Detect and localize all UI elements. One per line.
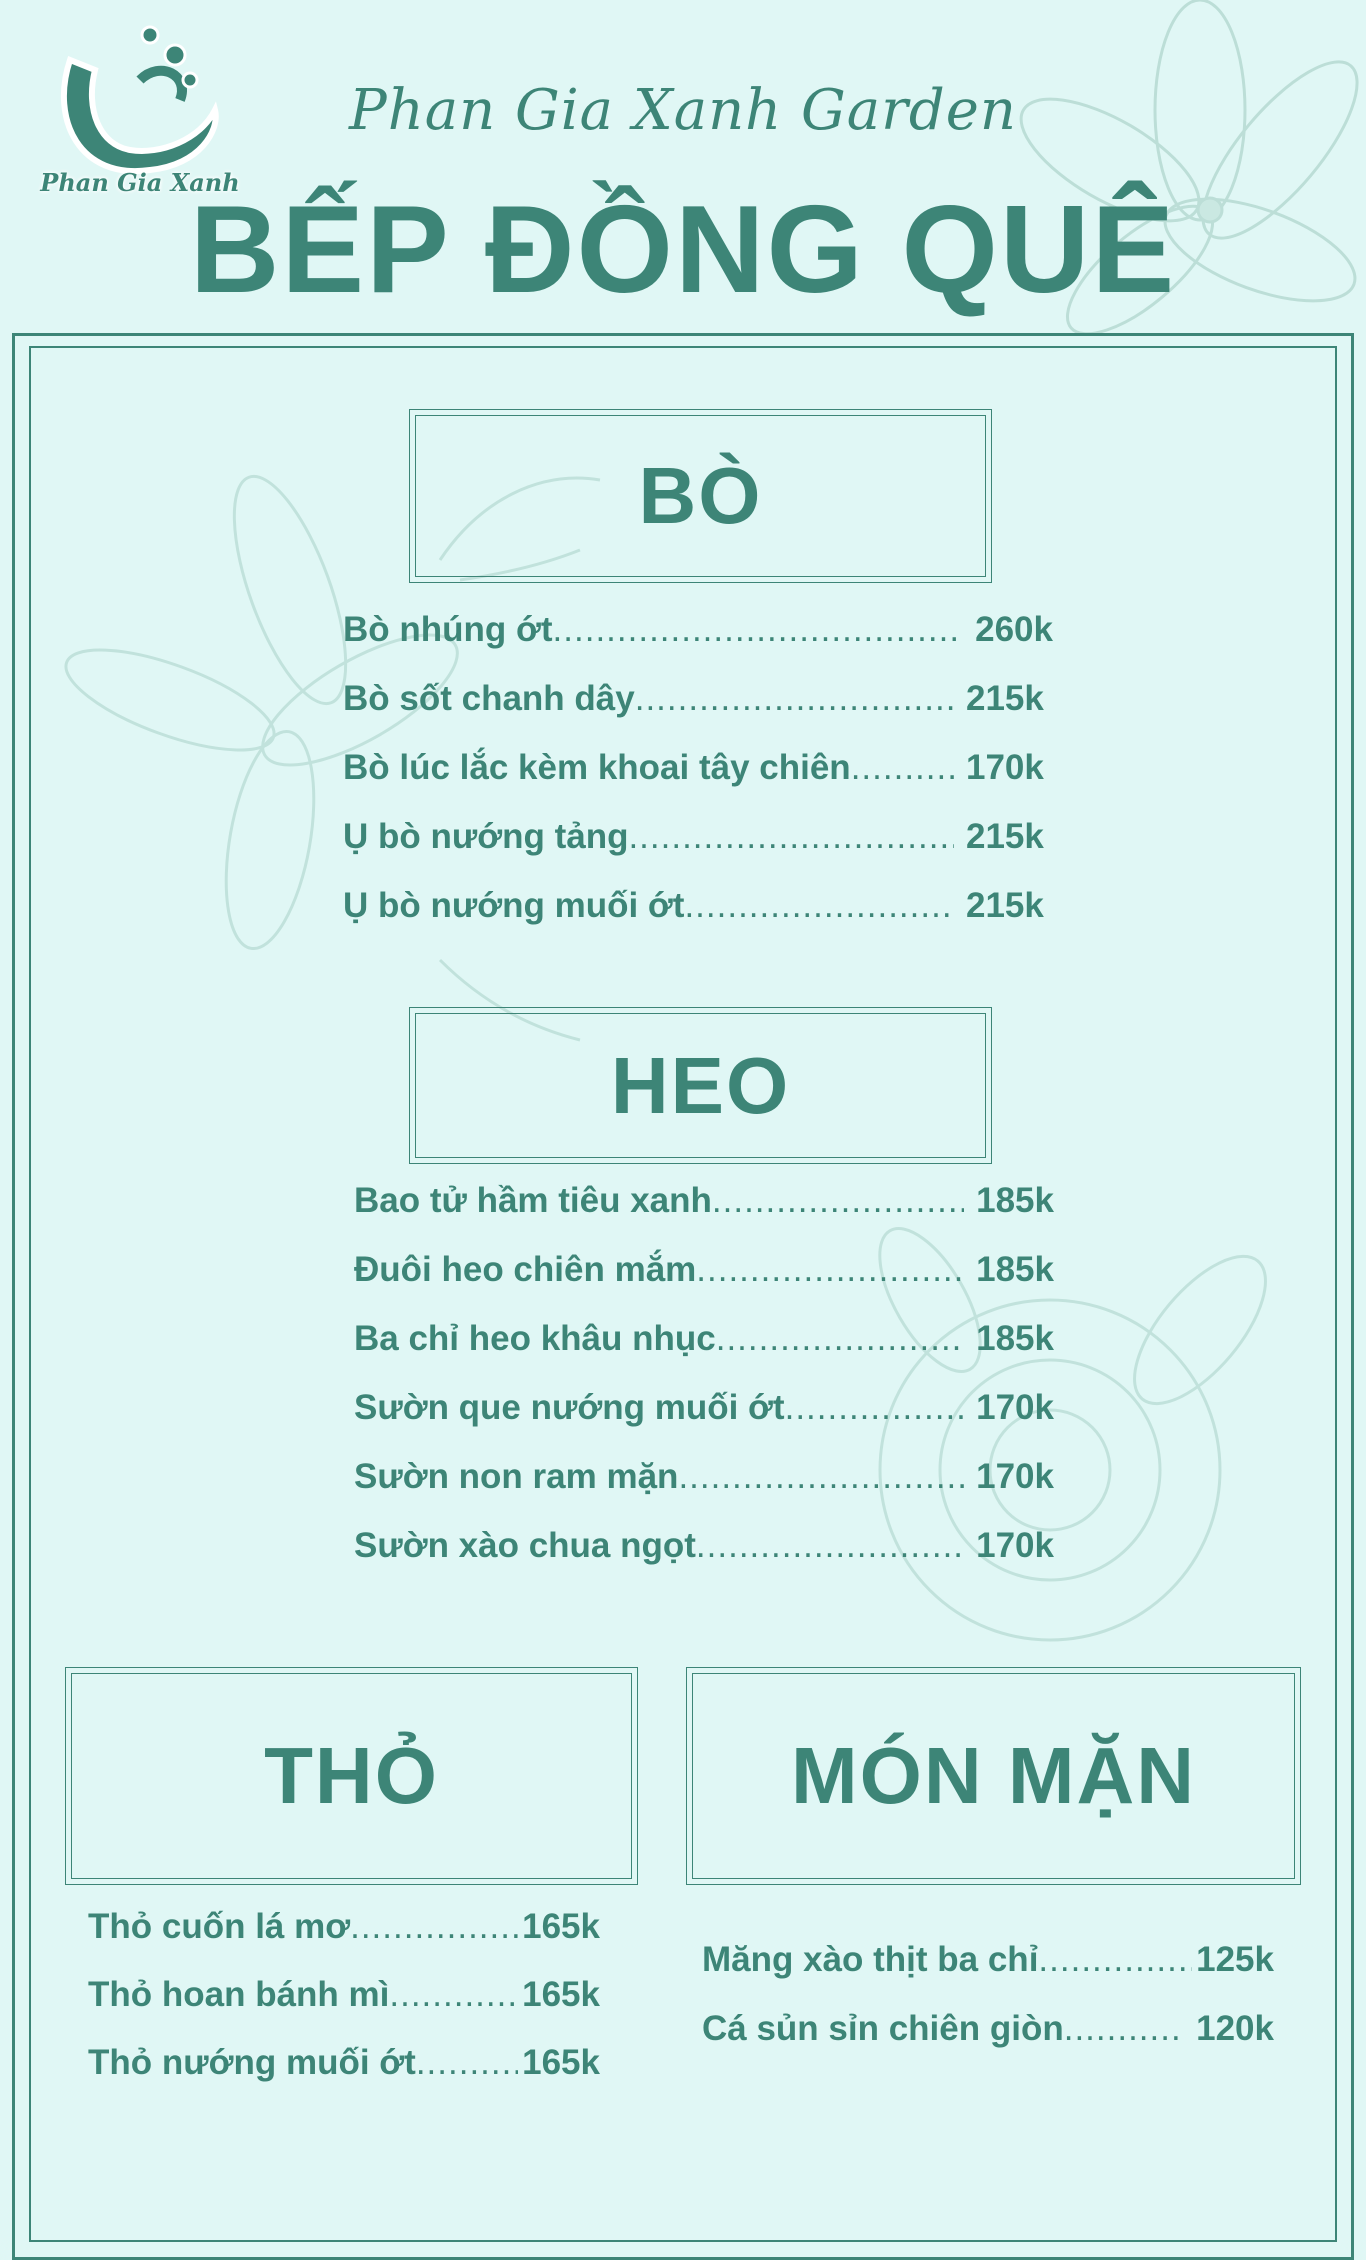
menu-item: Ụ bò nướng muối ớt215k xyxy=(343,886,1053,936)
lily-decoration-icon xyxy=(64,474,601,1042)
section-heading-heo: HEO xyxy=(409,1007,992,1164)
section-heading-mon-man: MÓN MẶN xyxy=(686,1667,1301,1885)
section-heading-bo: BÒ xyxy=(409,409,992,583)
menu-item: Thỏ nướng muối ớt165k xyxy=(88,2043,600,2093)
menu-item: Bao tử hầm tiêu xanh185k xyxy=(354,1181,1054,1231)
flower-decoration-icon xyxy=(1019,0,1359,336)
menu-item: Sườn non ram mặn170k xyxy=(354,1457,1054,1507)
menu-item: Ụ bò nướng tảng215k xyxy=(343,817,1053,867)
menu-item: Ba chỉ heo khâu nhục185k xyxy=(354,1319,1054,1369)
menu-item: Bò lúc lắc kèm khoai tây chiên170k xyxy=(343,748,1053,798)
logo-icon xyxy=(60,25,219,175)
menu-item: Măng xào thịt ba chỉ125k xyxy=(702,1940,1274,1990)
menu-item: Bò nhúng ớt260k xyxy=(343,610,1053,660)
menu-item: Cá sủn sỉn chiên giòn120k xyxy=(702,2009,1274,2059)
menu-item: Sườn xào chua ngọt170k xyxy=(354,1526,1054,1576)
logo: Phan Gia Xanh xyxy=(40,20,240,220)
menu-item: Thỏ hoan bánh mì165k xyxy=(88,1975,600,2025)
menu-item: Sườn que nướng muối ớt170k xyxy=(354,1388,1054,1438)
restaurant-subtitle: Phan Gia Xanh Garden xyxy=(349,78,1017,143)
inner-frame xyxy=(29,346,1337,2242)
menu-item: Bò sốt chanh dây215k xyxy=(343,679,1053,729)
page-title: BẾP ĐỒNG QUÊ xyxy=(189,181,1177,319)
logo-text: Phan Gia Xanh xyxy=(40,168,240,197)
section-heading-tho: THỎ xyxy=(65,1667,638,1885)
menu-item: Đuôi heo chiên mắm185k xyxy=(354,1250,1054,1300)
menu-item: Thỏ cuốn lá mơ165k xyxy=(88,1907,600,1957)
